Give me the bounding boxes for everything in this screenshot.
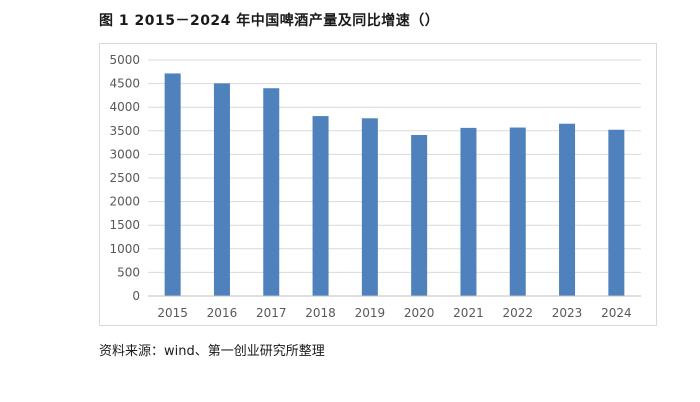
bar-2022 xyxy=(509,127,526,296)
y-tick-label: 3000 xyxy=(109,147,140,161)
y-tick-labels: 0 500 1000 1500 2000 2500 3000 3500 4000 4500 5000 xyxy=(109,53,140,303)
y-tick-label: 500 xyxy=(117,265,140,279)
bar-2017 xyxy=(263,88,280,296)
x-tick-label: 2019 xyxy=(355,306,386,320)
x-tick-label: 2016 xyxy=(207,306,238,320)
y-tick-label: 2000 xyxy=(109,195,140,209)
x-tick-labels: 2015 2016 2017 2018 2019 2020 2021 2022 2023 2024 xyxy=(157,306,631,320)
y-tick-label: 1500 xyxy=(109,218,140,232)
y-tick-label: 1000 xyxy=(109,242,140,256)
grid-lines xyxy=(148,59,641,273)
bar-2020 xyxy=(411,135,428,296)
bar-2024 xyxy=(608,129,625,296)
x-tick-label: 2023 xyxy=(552,306,583,320)
y-tick-label: 0 xyxy=(132,289,140,303)
x-tick-label: 2022 xyxy=(502,306,533,320)
figure-title: 图 1 2015－2024 年中国啤酒产量及同比增速（） xyxy=(99,13,440,29)
x-tick-label: 2020 xyxy=(404,306,435,320)
bar-2021 xyxy=(460,127,477,296)
x-tick-label: 2015 xyxy=(157,306,188,320)
x-tick-label: 2024 xyxy=(601,306,632,320)
source-note: 资料来源：wind、第一创业研究所整理 xyxy=(99,344,325,359)
y-tick-label: 4000 xyxy=(109,100,140,114)
bars xyxy=(164,73,625,297)
x-tick-label: 2017 xyxy=(256,306,287,320)
bar-2015 xyxy=(164,73,181,297)
bar-2023 xyxy=(559,123,576,296)
y-tick-label: 3500 xyxy=(109,124,140,138)
y-tick-label: 4500 xyxy=(109,77,140,91)
bar-2016 xyxy=(213,83,230,296)
x-tick-label: 2021 xyxy=(453,306,484,320)
y-tick-label: 5000 xyxy=(109,53,140,67)
bar-2018 xyxy=(312,116,329,296)
bar-2019 xyxy=(361,118,378,297)
y-tick-label: 2500 xyxy=(109,171,140,185)
chart-frame xyxy=(99,43,657,326)
x-tick-label: 2018 xyxy=(305,306,336,320)
